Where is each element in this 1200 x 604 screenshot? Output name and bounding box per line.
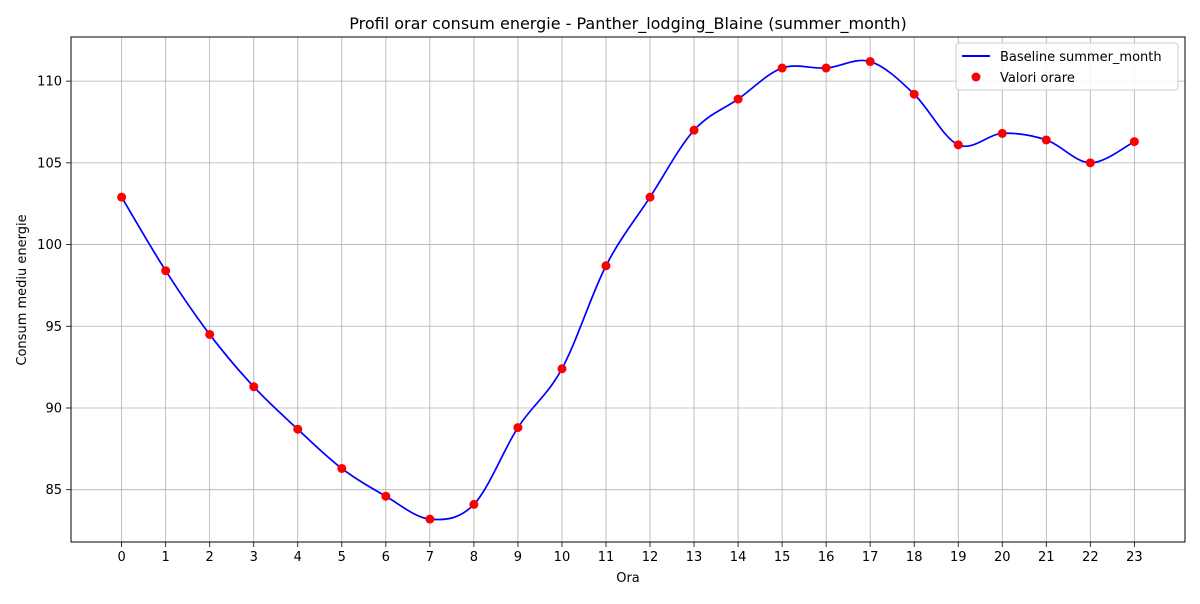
hourly-value-point [557, 364, 567, 374]
x-tick-label: 21 [1038, 550, 1055, 565]
x-tick-label: 8 [470, 550, 478, 565]
x-tick-label: 5 [338, 550, 346, 565]
x-tick-label: 6 [382, 550, 390, 565]
x-tick-label: 13 [686, 550, 703, 565]
x-tick-label: 9 [514, 550, 522, 565]
x-tick-label: 2 [206, 550, 214, 565]
y-axis-label: Consum mediu energie [15, 214, 30, 365]
hourly-value-point [293, 424, 303, 434]
x-tick-label: 7 [426, 550, 434, 565]
x-tick-label: 20 [994, 550, 1011, 565]
x-tick-label: 12 [642, 550, 659, 565]
grid [71, 37, 1185, 542]
y-tick-label: 100 [37, 238, 62, 253]
y-tick-label: 95 [45, 320, 62, 335]
y-tick-label: 90 [45, 401, 62, 416]
x-tick-label: 4 [294, 550, 302, 565]
legend-box [955, 42, 1179, 91]
hourly-value-point [689, 125, 699, 135]
hourly-value-point [469, 499, 479, 509]
hourly-value-point [953, 140, 963, 150]
hourly-value-point [1129, 137, 1139, 147]
x-tick-label: 16 [818, 550, 835, 565]
x-tick-label: 11 [598, 550, 615, 565]
chart-title: Profil orar consum energie - Panther_lod… [349, 14, 906, 34]
hourly-value-point [425, 514, 435, 524]
hourly-value-point [601, 261, 611, 271]
hourly-value-point [381, 491, 391, 501]
hourly-value-point [997, 128, 1007, 138]
legend: Baseline summer_month Valori orare [955, 42, 1179, 91]
hourly-value-point [733, 94, 743, 104]
hourly-value-point [249, 382, 259, 392]
y-tick-label: 105 [37, 156, 62, 171]
y-tick-label: 110 [37, 75, 62, 90]
hourly-value-point [645, 192, 655, 202]
hourly-value-point [909, 89, 919, 99]
x-tick-label: 19 [950, 550, 967, 565]
x-tick-label: 14 [730, 550, 747, 565]
legend-label-hourly: Valori orare [1000, 71, 1075, 86]
plot-frame [70, 36, 1186, 543]
hourly-value-point [1041, 135, 1051, 145]
hourly-value-point [161, 266, 171, 276]
x-tick-label: 23 [1126, 550, 1143, 565]
x-axis-label: Ora [616, 571, 640, 586]
y-tick-label: 85 [45, 483, 62, 498]
x-tick-label: 0 [117, 550, 125, 565]
x-tick-label: 18 [906, 550, 923, 565]
x-tick-label: 1 [162, 550, 170, 565]
x-tick-label: 10 [554, 550, 571, 565]
hourly-value-point [337, 463, 347, 473]
x-axis: 0 1 2 3 4 5 6 7 8 9 10 11 12 13 14 15 16 17 18 19 20 21 22 23 [117, 542, 1143, 565]
hourly-value-point [117, 192, 127, 202]
hourly-value-point [1085, 158, 1095, 168]
hourly-value-point [205, 329, 215, 339]
hourly-value-point [513, 423, 523, 433]
hourly-value-point [865, 57, 875, 67]
x-tick-label: 22 [1082, 550, 1099, 565]
x-tick-label: 15 [774, 550, 791, 565]
hourly-value-point [777, 63, 787, 73]
x-tick-label: 17 [862, 550, 879, 565]
series-layer [117, 57, 1139, 524]
legend-marker-swatch [971, 72, 981, 82]
legend-label-baseline: Baseline summer_month [1000, 50, 1162, 65]
hourly-value-point [821, 63, 831, 73]
x-tick-label: 3 [250, 550, 258, 565]
y-axis: 85 90 95 100 105 110 [37, 75, 71, 498]
